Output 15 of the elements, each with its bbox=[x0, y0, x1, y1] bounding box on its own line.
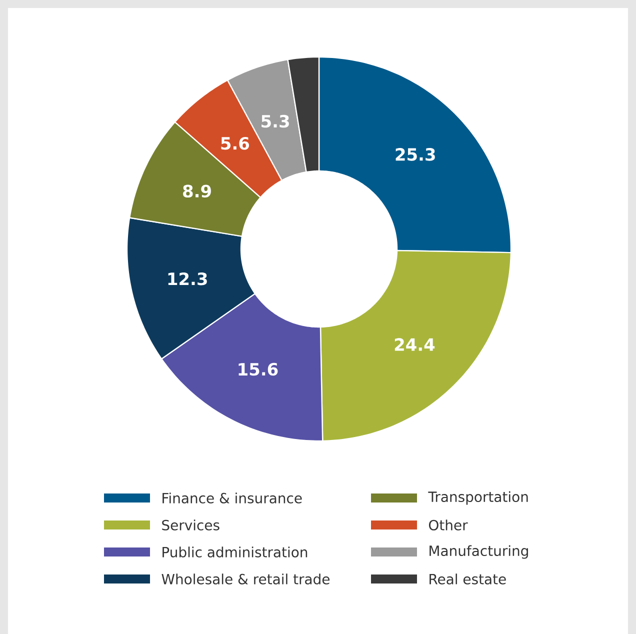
data-label: 24.4 bbox=[394, 338, 435, 351]
data-label: 25.3 bbox=[396, 148, 435, 161]
legend-label: Wholesale & retail trade bbox=[162, 574, 330, 584]
data-label: 15.6 bbox=[238, 362, 278, 376]
legend-label: Transportation bbox=[428, 491, 528, 505]
legend-label: Services bbox=[162, 520, 220, 530]
legend-label: Finance & insurance bbox=[162, 492, 302, 504]
legend-label: Manufacturing bbox=[430, 545, 528, 559]
data-label: 12.3 bbox=[168, 272, 207, 286]
data-label: 5.3 bbox=[262, 114, 289, 128]
data-label: 8.9 bbox=[183, 184, 211, 198]
data-label: 5.6 bbox=[221, 136, 250, 150]
legend-label: Public administration bbox=[162, 546, 308, 558]
legend-label: Real estate bbox=[430, 574, 506, 584]
legend-label: Other bbox=[428, 520, 468, 530]
